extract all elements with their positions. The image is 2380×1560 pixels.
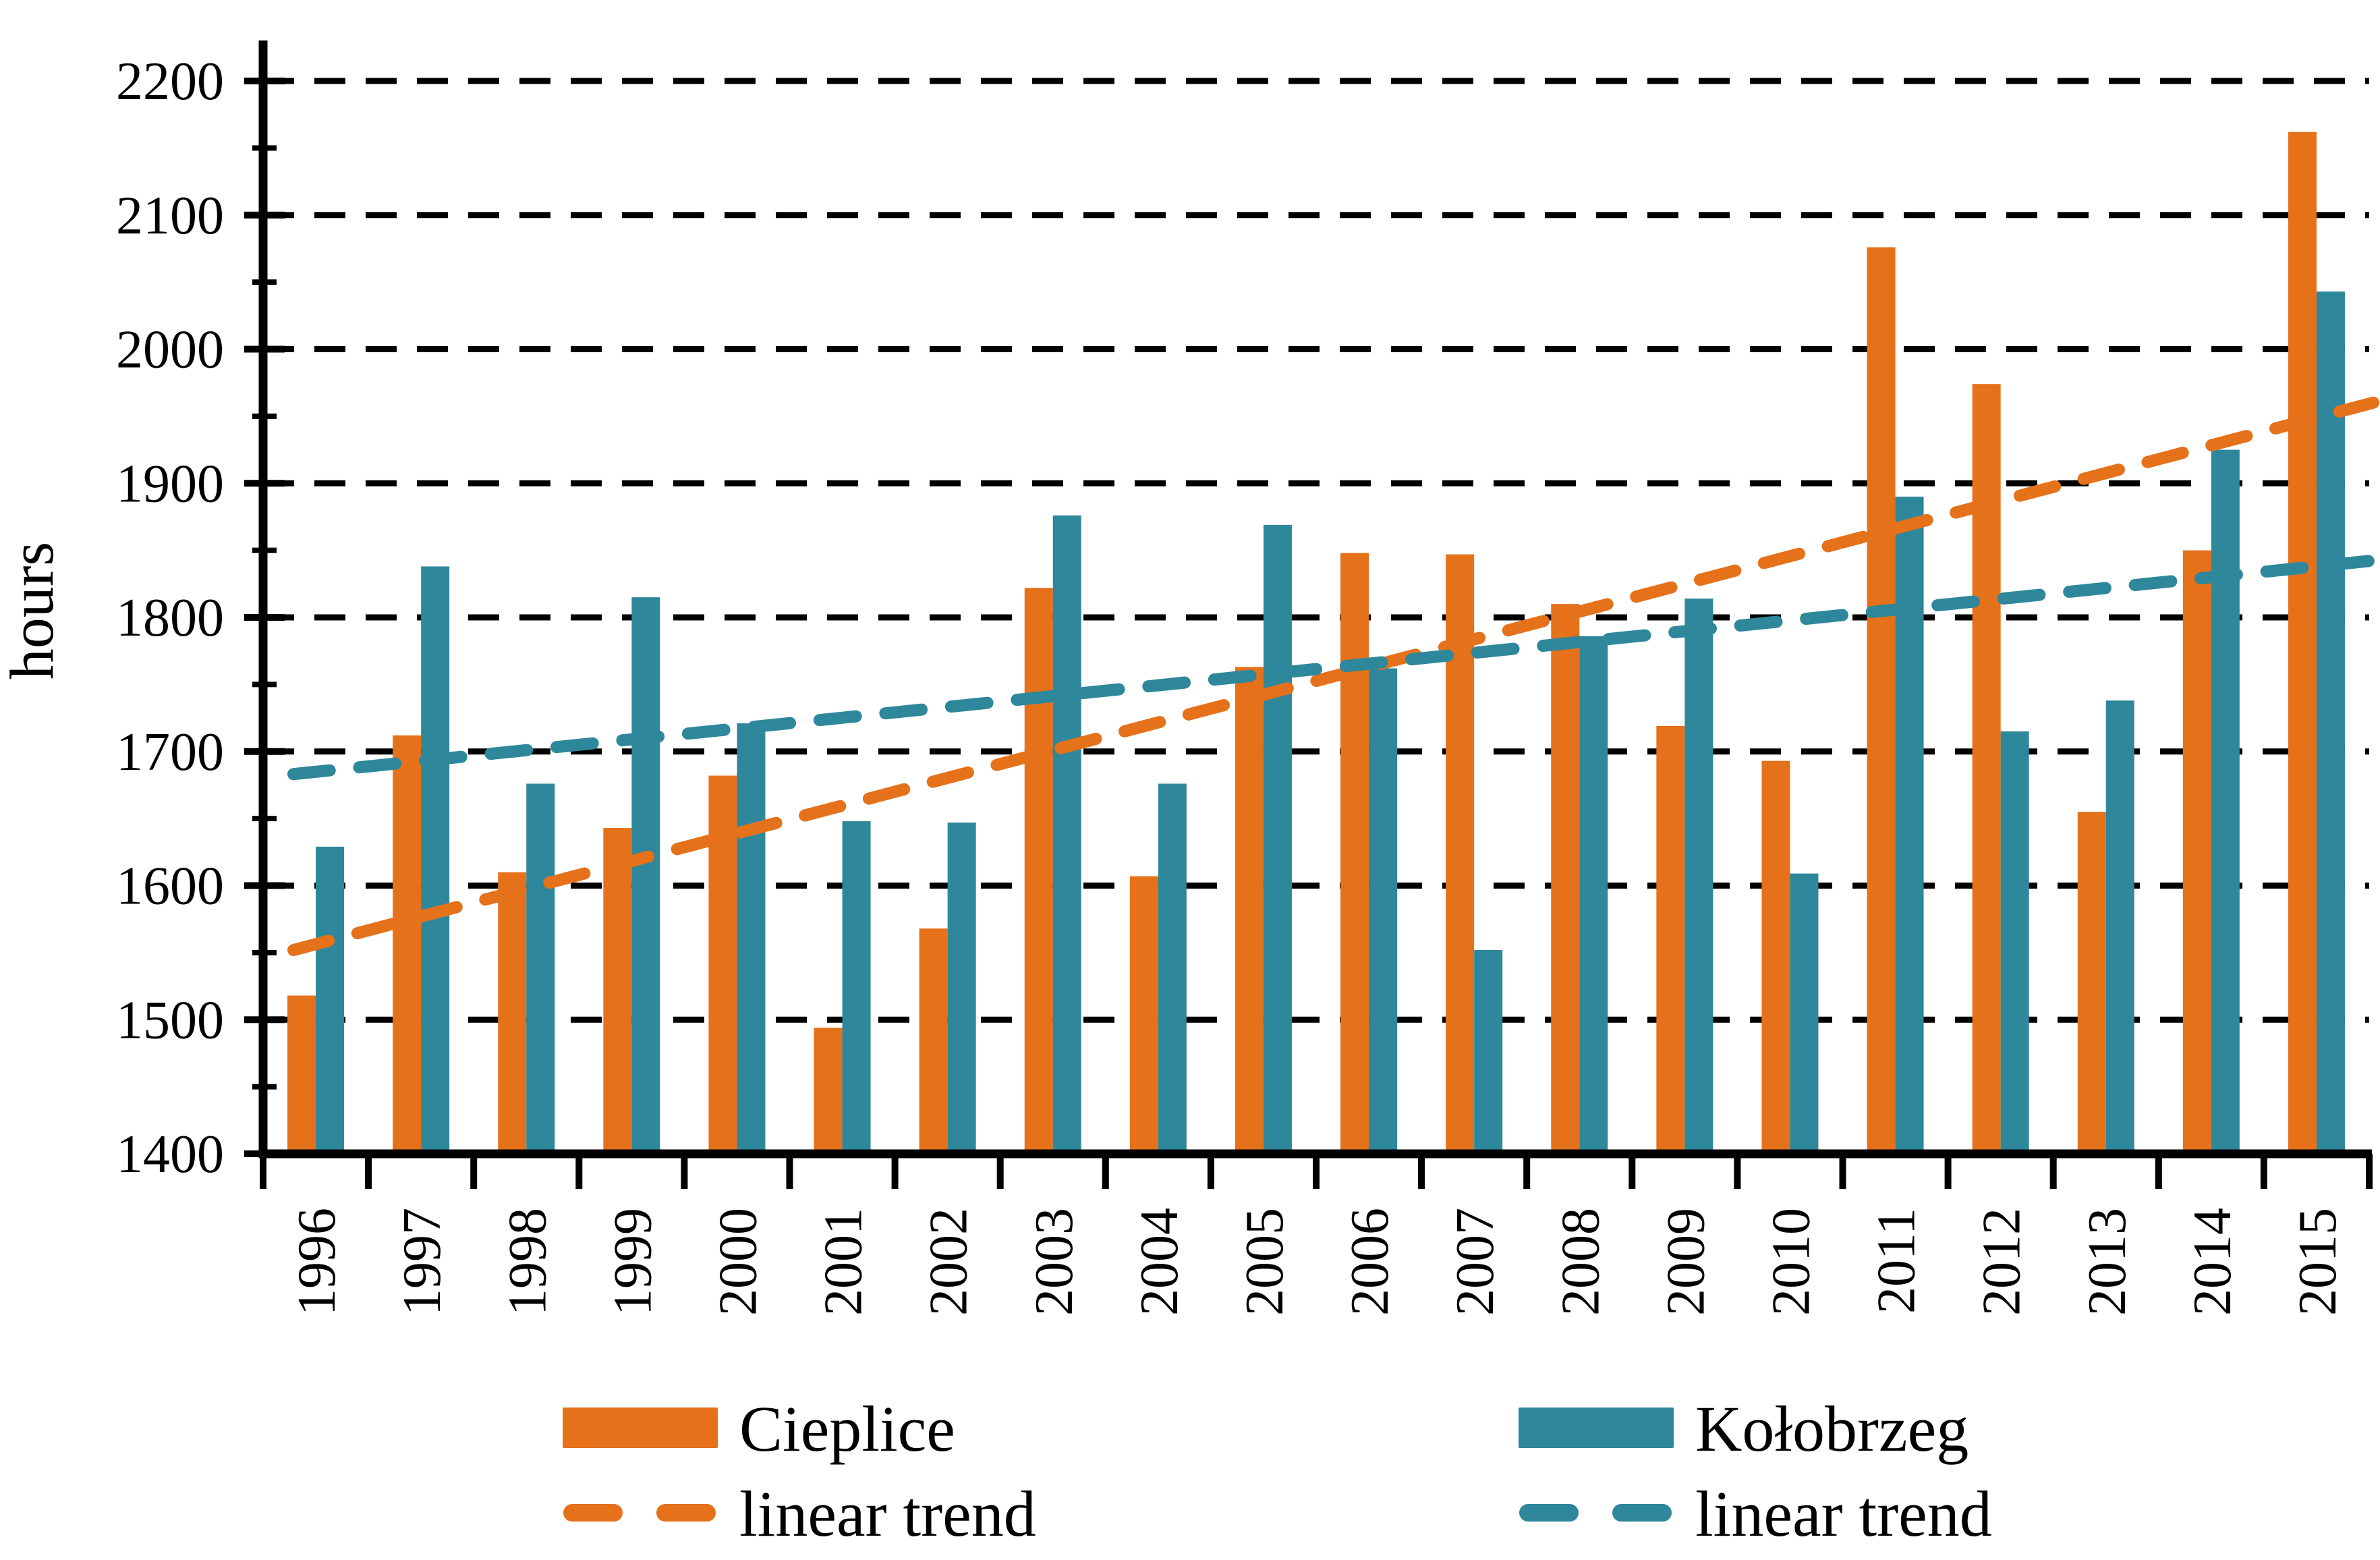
x-tick-label-1998: 1998	[498, 1208, 557, 1316]
bar-koobrzeg-2007	[1474, 949, 1503, 1154]
x-tick-label-2010: 2010	[1761, 1208, 1821, 1316]
bar-koobrzeg-2015	[2316, 291, 2345, 1154]
trend-line-cieplice	[287, 396, 2379, 957]
bar-koobrzeg-2000	[737, 723, 766, 1154]
x-tick-label-2008: 2008	[1551, 1208, 1610, 1316]
y-tick-label-1600: 1600	[116, 857, 224, 916]
bar-koobrzeg-2008	[1579, 636, 1608, 1154]
bar-koobrzeg-2014	[2211, 449, 2240, 1154]
bar-cieplice-1999	[603, 828, 632, 1154]
axes-layer	[244, 40, 2373, 1189]
y-tick-label-1800: 1800	[116, 588, 224, 648]
x-tick-label-2012: 2012	[1973, 1208, 2032, 1316]
legend-label-kolobrzeg: Kołobrzeg	[1695, 1393, 1968, 1465]
bar-cieplice-2011	[1867, 247, 1896, 1154]
bar-cieplice-1997	[393, 735, 422, 1154]
legend-swatch-cieplice	[563, 1408, 718, 1448]
x-tick-label-2004: 2004	[1130, 1208, 1189, 1316]
bar-cieplice-2009	[1656, 725, 1685, 1154]
bar-cieplice-2000	[708, 775, 737, 1154]
legend-swatch-kolobrzeg	[1519, 1408, 1674, 1448]
bar-cieplice-2014	[2182, 550, 2211, 1154]
bar-koobrzeg-2002	[947, 823, 976, 1154]
bar-koobrzeg-2004	[1158, 783, 1187, 1154]
bar-cieplice-2001	[814, 1028, 843, 1154]
y-tick-label-2200: 2200	[116, 52, 224, 111]
y-tick-label-1700: 1700	[116, 723, 224, 782]
bar-koobrzeg-2005	[1263, 524, 1292, 1154]
bar-cieplice-1998	[498, 872, 527, 1154]
x-tick-label-1999: 1999	[603, 1208, 662, 1316]
bar-koobrzeg-2010	[1790, 873, 1819, 1154]
y-tick-label-2000: 2000	[116, 321, 224, 380]
legend: Cieplice Kołobrzeg linear trend linear t…	[563, 1393, 1992, 1550]
bar-cieplice-2004	[1129, 876, 1158, 1154]
bar-cieplice-2006	[1340, 553, 1369, 1154]
bar-koobrzeg-2009	[1684, 598, 1713, 1154]
x-tick-label-1997: 1997	[393, 1208, 452, 1316]
y-tick-labels: 1400 1500 1600 1700 1800 1900 2000 2100 2200	[116, 52, 224, 1184]
x-tick-label-1996: 1996	[287, 1208, 347, 1316]
bar-koobrzeg-2003	[1052, 515, 1081, 1154]
bar-cieplice-2013	[2077, 812, 2106, 1154]
bar-koobrzeg-2011	[1895, 497, 1924, 1154]
bar-koobrzeg-1996	[316, 846, 345, 1154]
x-tick-label-2011: 2011	[1867, 1208, 1927, 1314]
x-tick-label-2006: 2006	[1340, 1208, 1400, 1316]
legend-label-cieplice: Cieplice	[739, 1393, 955, 1465]
bar-cieplice-2010	[1761, 760, 1790, 1154]
x-tick-label-2000: 2000	[708, 1208, 768, 1316]
x-tick-label-2013: 2013	[2078, 1208, 2137, 1316]
x-tick-label-2015: 2015	[2288, 1208, 2348, 1316]
trend-lines-layer	[287, 396, 2379, 957]
bar-cieplice-1996	[287, 995, 316, 1154]
y-axis-title: hours	[0, 542, 66, 679]
y-tick-label-1400: 1400	[116, 1125, 224, 1184]
y-tick-label-1900: 1900	[116, 454, 224, 513]
x-tick-label-2014: 2014	[2183, 1208, 2242, 1316]
bar-koobrzeg-2001	[842, 821, 871, 1154]
x-tick-label-2003: 2003	[1025, 1208, 1084, 1316]
bar-koobrzeg-1997	[421, 566, 450, 1154]
bar-koobrzeg-1999	[631, 597, 660, 1154]
bar-koobrzeg-2012	[2000, 731, 2029, 1154]
x-tick-label-2005: 2005	[1235, 1208, 1295, 1316]
bar-cieplice-2008	[1551, 604, 1580, 1154]
bar-koobrzeg-1998	[526, 783, 555, 1154]
bars-layer	[287, 132, 2345, 1154]
x-tick-label-2007: 2007	[1446, 1208, 1505, 1316]
y-tick-label-1500: 1500	[116, 991, 224, 1050]
bar-cieplice-2015	[2288, 132, 2317, 1154]
x-tick-label-2009: 2009	[1656, 1208, 1716, 1316]
trend-line-koobrzeg	[287, 554, 2379, 781]
bar-cieplice-2002	[919, 928, 948, 1154]
legend-label-cieplice-trend: linear trend	[739, 1478, 1036, 1550]
bar-koobrzeg-2013	[2105, 700, 2134, 1154]
x-tick-label-2002: 2002	[919, 1208, 979, 1316]
legend-label-kolobrzeg-trend: linear trend	[1695, 1478, 1992, 1550]
x-tick-labels: 1996 1997 1998 1999 2000 2001 2002 2003 2004 2005…	[287, 1208, 2348, 1316]
y-tick-label-2100: 2100	[116, 186, 224, 246]
bar-cieplice-2005	[1235, 667, 1264, 1154]
bar-cieplice-2003	[1024, 588, 1053, 1154]
x-tick-label-2001: 2001	[814, 1208, 874, 1316]
bar-koobrzeg-2006	[1369, 668, 1398, 1154]
